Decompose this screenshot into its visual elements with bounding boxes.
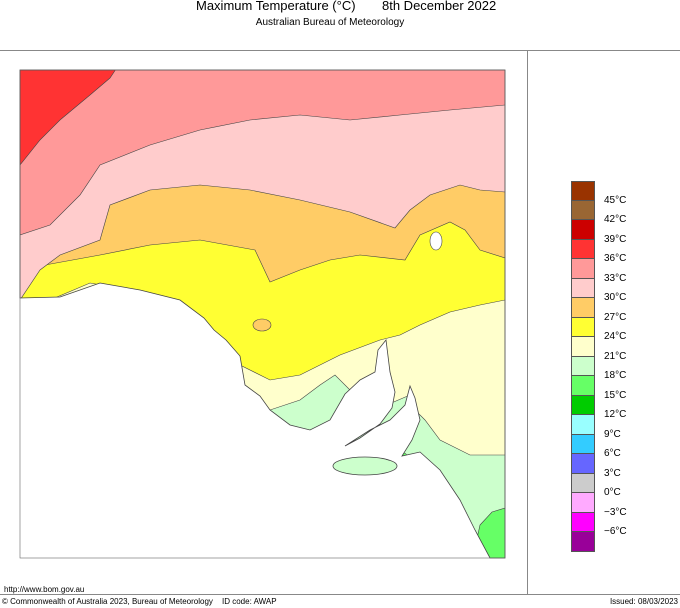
copyright-text: © Commonwealth of Australia 2023, Bureau… xyxy=(2,597,213,606)
legend-label: 42°C xyxy=(604,214,627,225)
legend-swatch xyxy=(571,239,595,259)
legend-label: 21°C xyxy=(604,350,627,362)
band-33-36 xyxy=(20,70,505,238)
color-legend xyxy=(571,181,595,552)
legend-label: 45°C xyxy=(604,194,627,206)
map-title: Maximum Temperature (°C) xyxy=(196,0,356,13)
legend-swatch xyxy=(571,356,595,376)
legend-divider xyxy=(527,50,528,595)
legend-swatch xyxy=(571,298,595,318)
legend-label: −3°C xyxy=(604,506,627,518)
lake-torrens xyxy=(429,231,443,251)
legend-swatch xyxy=(571,493,595,513)
legend-label: 12°C xyxy=(604,409,627,420)
legend-swatch xyxy=(571,473,595,493)
map-subtitle: Australian Bureau of Meteorology xyxy=(255,17,405,28)
legend-swatch xyxy=(571,278,595,298)
legend-swatch xyxy=(571,415,595,435)
legend-swatch xyxy=(571,337,595,357)
legend-label: 39°C xyxy=(604,233,627,245)
legend-label: 30°C xyxy=(604,292,627,303)
legend-label: 15°C xyxy=(604,389,627,401)
legend-swatch xyxy=(571,220,595,240)
band-36-39 xyxy=(20,70,123,171)
legend-label: 0°C xyxy=(604,487,621,498)
legend-label: 18°C xyxy=(604,370,627,381)
legend-label: 6°C xyxy=(604,448,621,459)
legend-label: 36°C xyxy=(604,253,627,264)
map-frame xyxy=(0,50,680,595)
legend-swatch xyxy=(571,532,595,552)
legend-label: 27°C xyxy=(604,311,627,323)
legend-swatch xyxy=(571,454,595,474)
map-date: 8th December 2022 xyxy=(382,0,497,13)
legend-swatch xyxy=(571,317,595,337)
legend-swatch xyxy=(571,395,595,415)
map-border xyxy=(19,69,506,559)
bom-url-link[interactable]: http://www.bom.gov.au xyxy=(4,585,85,594)
legend-label: −6°C xyxy=(604,526,627,537)
legend-swatch xyxy=(571,376,595,396)
legend-label: 9°C xyxy=(604,428,621,440)
legend-label: 3°C xyxy=(604,467,621,479)
legend-label: 24°C xyxy=(604,331,627,342)
warm-spot xyxy=(252,318,272,332)
legend-swatch xyxy=(571,434,595,454)
id-code: ID code: AWAP xyxy=(222,597,277,606)
legend-swatch xyxy=(571,200,595,220)
legend-swatch xyxy=(571,259,595,279)
legend-swatch xyxy=(571,181,595,201)
issued-date: Issued: 08/03/2023 xyxy=(609,597,678,606)
legend-label: 33°C xyxy=(604,272,627,284)
legend-swatch xyxy=(571,512,595,532)
